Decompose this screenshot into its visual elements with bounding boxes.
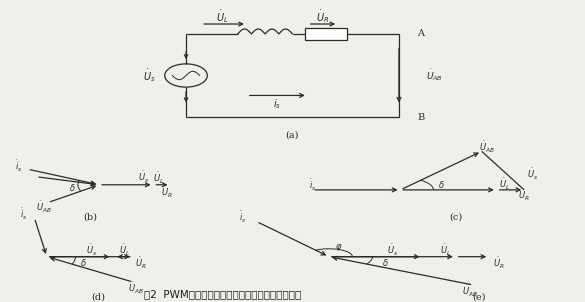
Text: $\dot{U}_s$: $\dot{U}_s$: [387, 242, 398, 258]
Text: $\dot{i}_s$: $\dot{i}_s$: [20, 207, 28, 222]
Text: $\dot{i}_s$: $\dot{i}_s$: [15, 158, 23, 174]
Text: $\dot{U}_R$: $\dot{U}_R$: [518, 187, 530, 203]
Text: $\delta$: $\delta$: [438, 179, 445, 190]
Text: $\dot{U}_L$: $\dot{U}_L$: [440, 242, 452, 258]
Text: $\dot{U}_{AB}$: $\dot{U}_{AB}$: [426, 68, 443, 83]
Text: (b): (b): [84, 213, 98, 222]
Text: $\dot{U}_{AB}$: $\dot{U}_{AB}$: [36, 200, 52, 215]
Text: $\dot{U}_{AB}$: $\dot{U}_{AB}$: [462, 284, 478, 299]
Text: $\dot{U}_s$: $\dot{U}_s$: [86, 242, 98, 258]
Text: $\dot{U}_R$: $\dot{U}_R$: [493, 255, 505, 271]
Text: B: B: [417, 113, 425, 121]
Text: $\dot{U}_L$: $\dot{U}_L$: [500, 177, 511, 192]
Text: A: A: [417, 30, 424, 38]
Text: $\delta$: $\delta$: [383, 257, 389, 268]
Text: (e): (e): [472, 293, 486, 302]
Text: (d): (d): [91, 293, 105, 302]
Text: $\dot{U}_R$: $\dot{U}_R$: [135, 255, 147, 271]
Text: $\dot{U}_R$: $\dot{U}_R$: [316, 8, 329, 25]
Text: $\dot{i}_s$: $\dot{i}_s$: [309, 178, 316, 193]
Text: $\dot{U}_R$: $\dot{U}_R$: [161, 184, 173, 200]
Text: $\dot{U}_{AB}$: $\dot{U}_{AB}$: [479, 140, 495, 156]
Bar: [305, 28, 347, 40]
Text: $\dot{U}_s$: $\dot{U}_s$: [527, 167, 538, 182]
Text: $\dot{U}_L$: $\dot{U}_L$: [119, 242, 130, 258]
Text: $\dot{i}_s$: $\dot{i}_s$: [273, 94, 281, 111]
Text: $\dot{U}_s$: $\dot{U}_s$: [143, 67, 156, 84]
Text: $\dot{U}_L$: $\dot{U}_L$: [153, 171, 164, 186]
Text: 图2  PWM整流电路输入等效电路及运行状态相量图: 图2 PWM整流电路输入等效电路及运行状态相量图: [144, 289, 301, 299]
Text: $\dot{U}_{AB}$: $\dot{U}_{AB}$: [128, 281, 143, 296]
Text: (c): (c): [449, 213, 462, 222]
Text: $\dot{U}_L$: $\dot{U}_L$: [216, 8, 229, 25]
Text: $\dot{U}_s$: $\dot{U}_s$: [137, 170, 149, 185]
Text: $\delta$: $\delta$: [68, 182, 75, 193]
Text: $\delta$: $\delta$: [80, 257, 87, 268]
Text: $\varphi$: $\varphi$: [335, 242, 343, 252]
Text: (a): (a): [285, 131, 300, 140]
Text: $\dot{i}_s$: $\dot{i}_s$: [239, 210, 247, 225]
